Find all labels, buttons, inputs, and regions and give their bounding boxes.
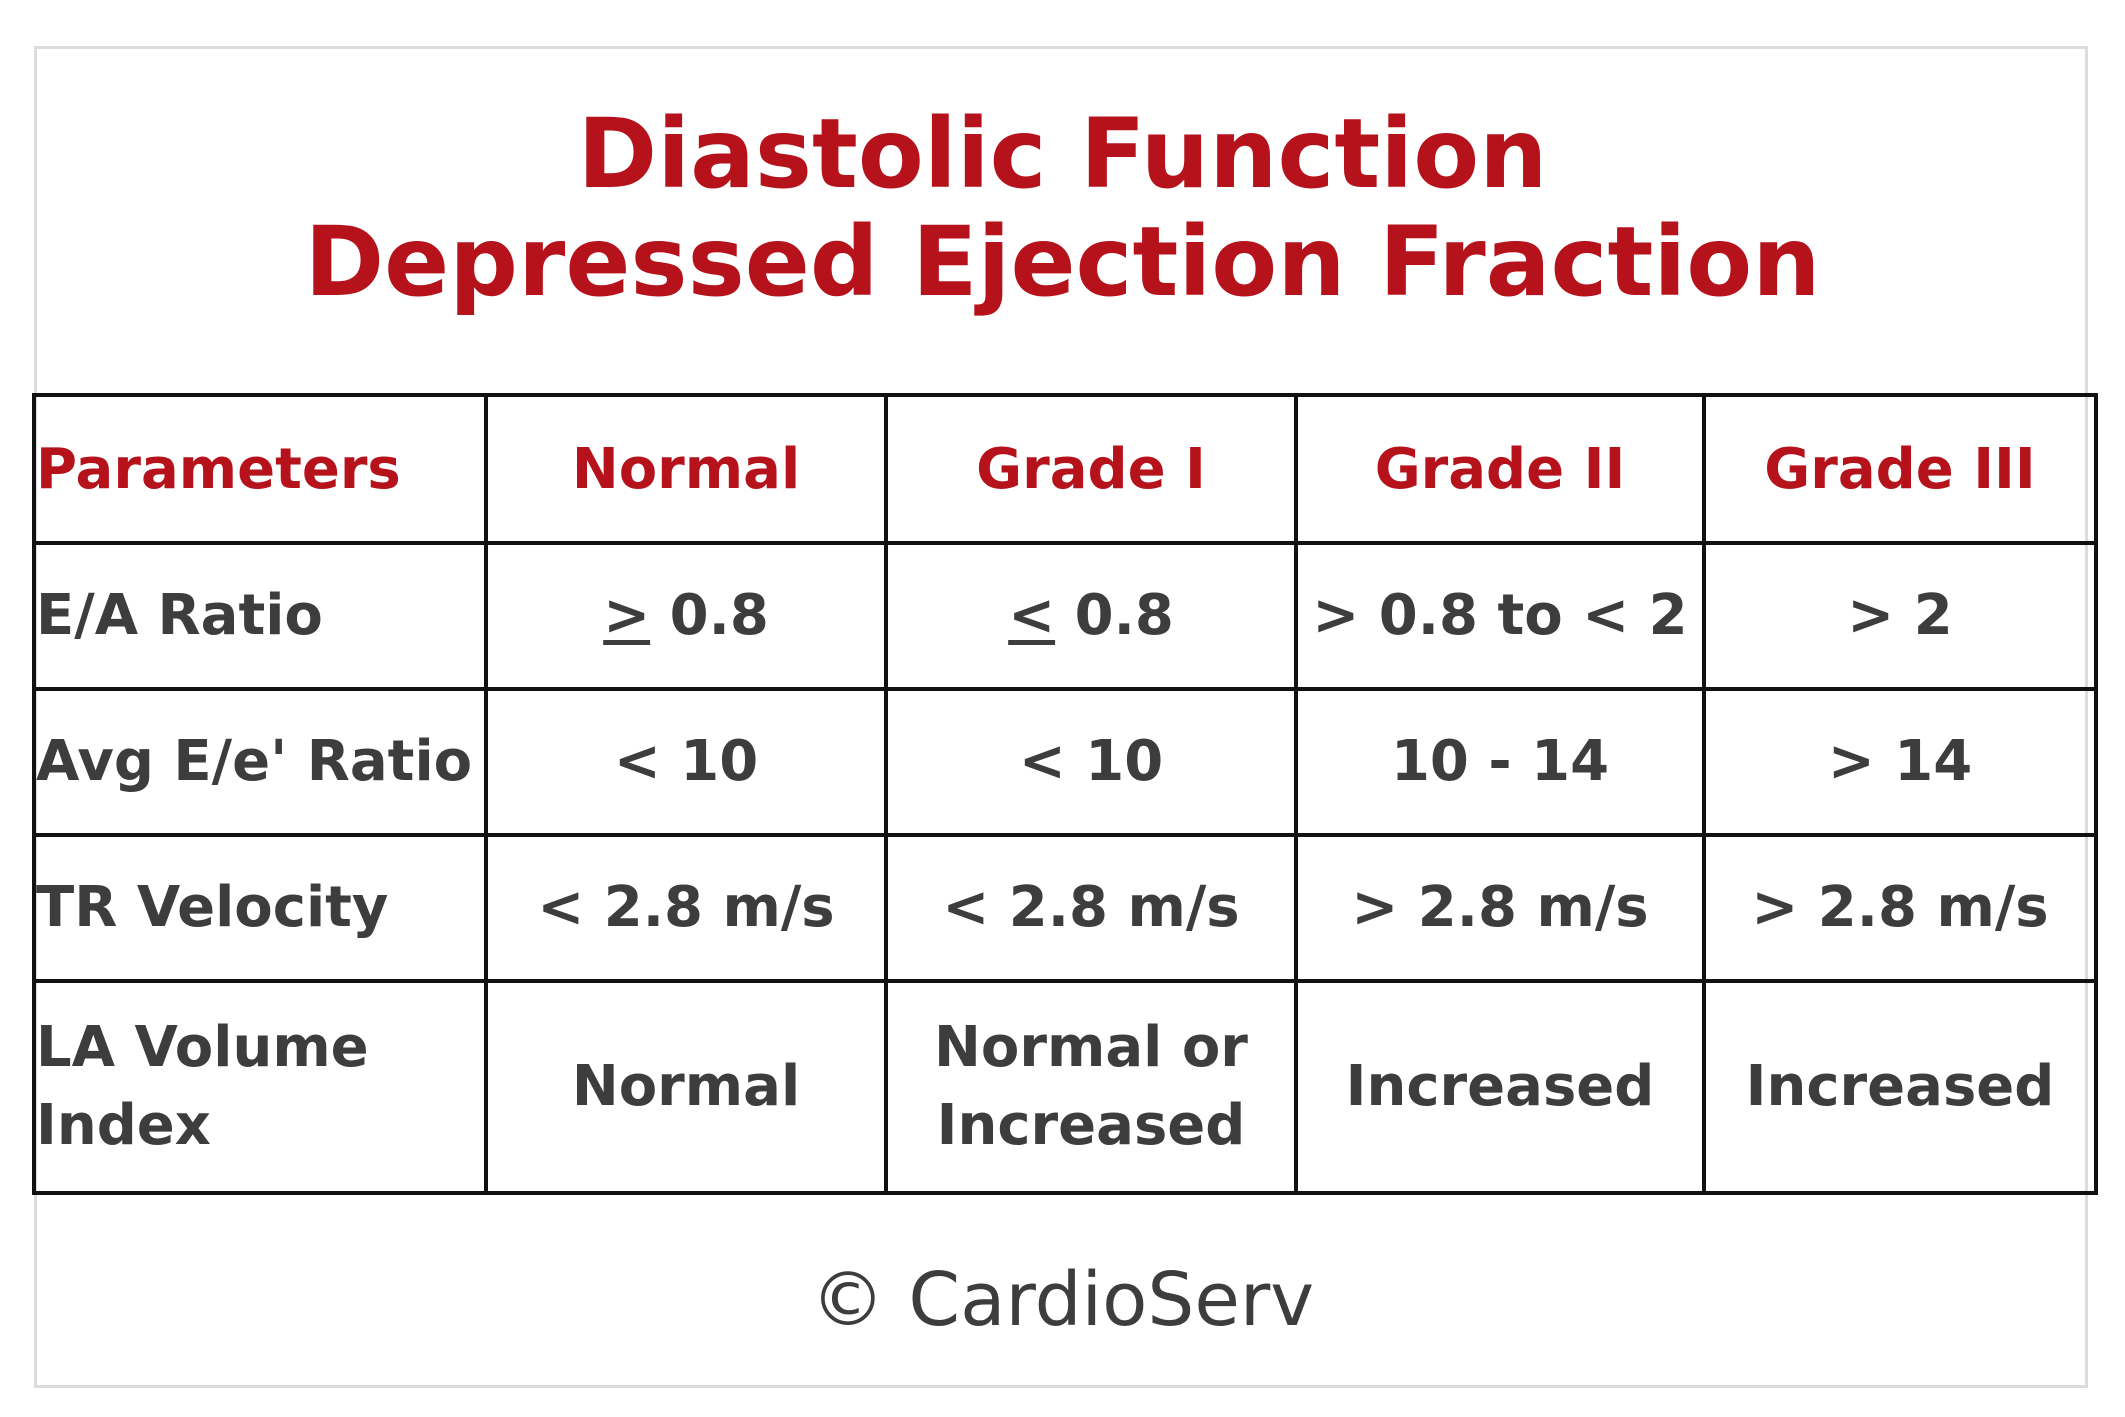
cell-ee-grade-3: > 14 (1702, 687, 2098, 837)
cell-ea-grade-1-value: 0.8 (1055, 583, 1174, 648)
cell-ea-normal: > 0.8 (484, 541, 888, 691)
header-grade-2: Grade II (1294, 393, 1706, 545)
cell-ee-grade-2: 10 - 14 (1294, 687, 1706, 837)
header-normal: Normal (484, 393, 888, 545)
diastolic-function-table: Parameters Normal Grade I Grade II Grade… (32, 393, 2098, 1195)
cell-ea-grade-2: > 0.8 to < 2 (1294, 541, 1706, 691)
cell-la-grade-3: Increased (1702, 979, 2098, 1195)
cell-ea-normal-value: 0.8 (650, 583, 769, 648)
param-avg-ee-ratio: Avg E/e' Ratio (32, 687, 488, 837)
param-ea-ratio: E/A Ratio (32, 541, 488, 691)
cell-ee-normal: < 10 (484, 687, 888, 837)
cell-la-grade-1-line-2: Increased (936, 1093, 1246, 1158)
cell-ee-grade-1: < 10 (884, 687, 1298, 837)
title-line-1: Diastolic Function (577, 98, 1548, 210)
cell-tr-grade-1: < 2.8 m/s (884, 833, 1298, 983)
page-title: Diastolic Function Depressed Ejection Fr… (0, 100, 2125, 316)
param-la-volume-index: LA Volume Index (32, 979, 488, 1195)
param-tr-velocity: TR Velocity (32, 833, 488, 983)
cell-la-grade-2: Increased (1294, 979, 1706, 1195)
cell-la-grade-1-line-1: Normal or (934, 1015, 1248, 1080)
table-row-ea-ratio: E/A Ratio > 0.8 < 0.8 > 0.8 to < 2 > 2 (32, 541, 2098, 691)
header-grade-3: Grade III (1702, 393, 2098, 545)
header-parameters: Parameters (32, 393, 488, 545)
table-row-avg-ee-ratio: Avg E/e' Ratio < 10 < 10 10 - 14 > 14 (32, 687, 2098, 837)
table-row-la-volume-index: LA Volume Index Normal Normal or Increas… (32, 979, 2098, 1195)
param-la-volume-line-1: LA Volume (36, 1015, 369, 1080)
cell-la-normal: Normal (484, 979, 888, 1195)
header-row: Parameters Normal Grade I Grade II Grade… (32, 393, 2098, 545)
copyright-footer: © CardioServ (810, 1257, 1315, 1343)
table-row-tr-velocity: TR Velocity < 2.8 m/s < 2.8 m/s > 2.8 m/… (32, 833, 2098, 983)
cell-ea-grade-1: < 0.8 (884, 541, 1298, 691)
title-line-2: Depressed Ejection Fraction (304, 206, 1821, 318)
cell-tr-grade-3: > 2.8 m/s (1702, 833, 2098, 983)
header-grade-1: Grade I (884, 393, 1298, 545)
cell-ea-grade-3: > 2 (1702, 541, 2098, 691)
lte-symbol: < (1008, 583, 1056, 648)
cell-tr-normal: < 2.8 m/s (484, 833, 888, 983)
gte-symbol: > (603, 583, 651, 648)
cell-tr-grade-2: > 2.8 m/s (1294, 833, 1706, 983)
cell-la-grade-1: Normal or Increased (884, 979, 1298, 1195)
param-la-volume-line-2: Index (36, 1093, 211, 1158)
